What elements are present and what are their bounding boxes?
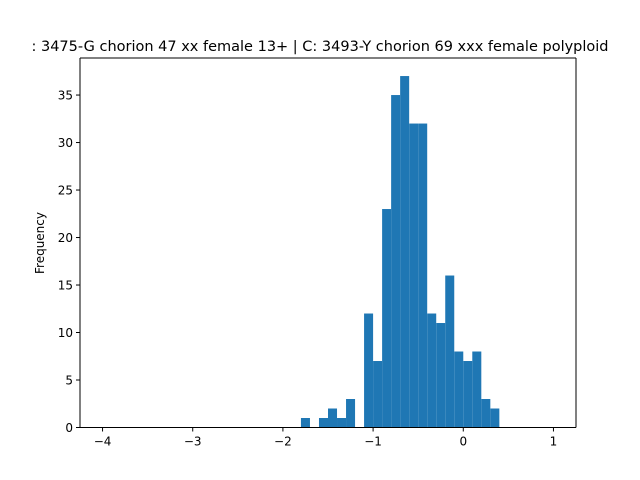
y-ticks: 0 5 10 15 20 25 30 35 — [58, 89, 80, 435]
y-tick-label: 30 — [58, 136, 73, 150]
y-tick-label: 15 — [58, 279, 73, 293]
x-tick-label: −4 — [94, 435, 112, 449]
histogram-bar — [328, 408, 338, 428]
x-tick-label: 0 — [459, 435, 467, 449]
y-tick-label: 25 — [58, 184, 73, 198]
histogram-bar — [400, 76, 410, 428]
histogram-bar — [472, 351, 482, 428]
histogram-bar — [364, 313, 374, 428]
histogram-bar — [427, 313, 437, 428]
histogram-bar — [409, 123, 419, 428]
histogram-bar — [436, 323, 446, 428]
y-axis-label: Frequency — [33, 212, 47, 274]
histogram-bar — [346, 399, 356, 428]
histogram-bar — [490, 408, 500, 428]
histogram-bar — [463, 361, 473, 428]
histogram-bar — [318, 418, 328, 428]
x-tick-label: 1 — [550, 435, 558, 449]
histogram-bar — [337, 418, 347, 428]
y-tick-label: 0 — [65, 421, 73, 435]
y-tick-label: 5 — [65, 374, 73, 388]
histogram-bar — [300, 418, 310, 428]
y-tick-label: 20 — [58, 231, 73, 245]
histogram-bar — [481, 399, 491, 428]
x-tick-label: −3 — [184, 435, 202, 449]
y-tick-label: 35 — [58, 89, 73, 103]
bars-layer — [300, 76, 500, 428]
histogram-bar — [382, 209, 392, 428]
histogram-bar — [445, 275, 455, 428]
axes-layer — [79, 57, 577, 428]
x-tick-label: −2 — [274, 435, 292, 449]
histogram-bar — [454, 351, 464, 428]
histogram-bar — [391, 95, 401, 428]
chart-title: : 3475-G chorion 47 xx female 13+ | C: 3… — [31, 39, 608, 55]
histogram-bar — [373, 361, 383, 428]
x-tick-label: −1 — [364, 435, 382, 449]
x-ticks: −4 −3 −2 −1 0 1 — [94, 427, 558, 449]
histogram-bar — [418, 123, 428, 428]
y-tick-label: 10 — [58, 326, 73, 340]
